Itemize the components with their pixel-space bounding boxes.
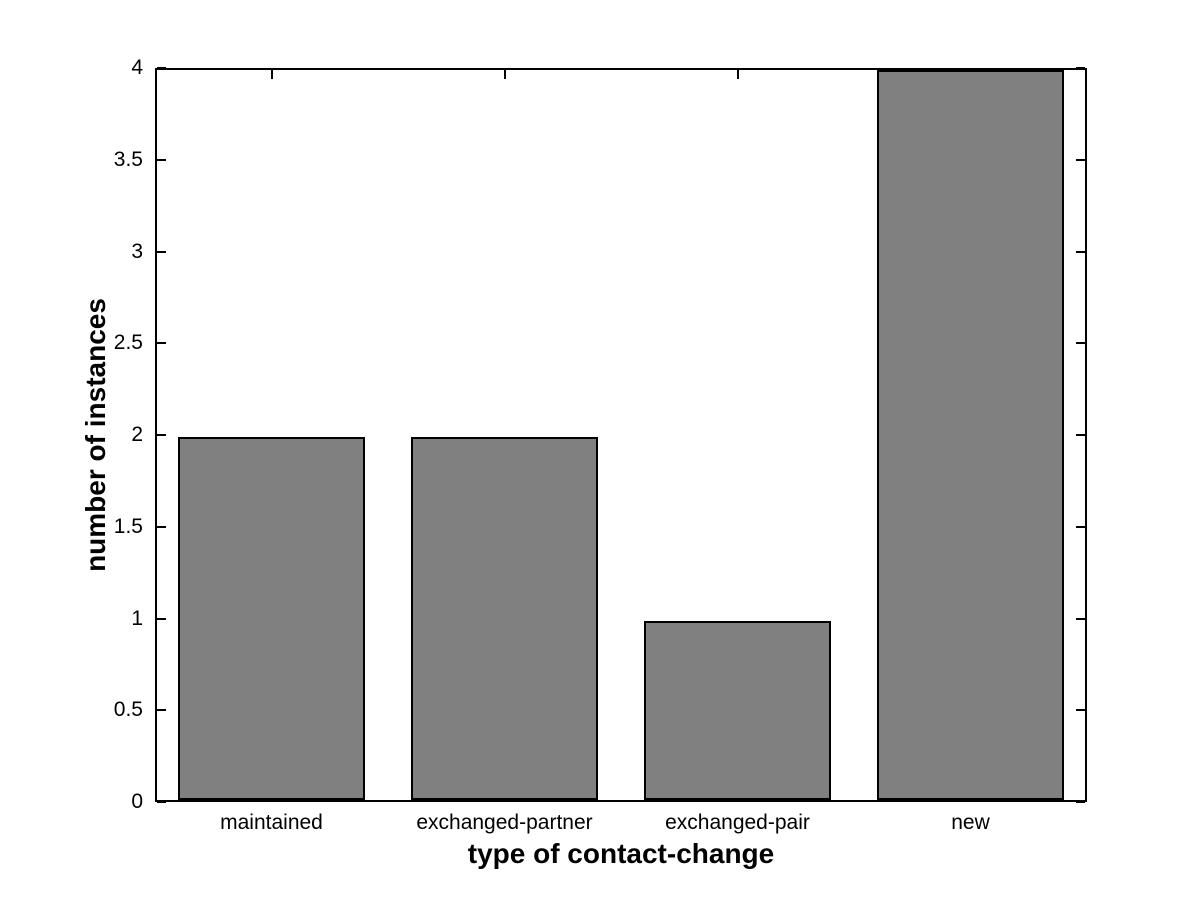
y-tick-label: 4 xyxy=(131,56,143,79)
y-tick-mark-right xyxy=(1076,525,1085,528)
y-tick-label: 1.5 xyxy=(113,514,143,538)
bars-layer xyxy=(157,70,1085,800)
y-tick-mark-left xyxy=(157,434,166,436)
y-tick-mark-right xyxy=(1076,617,1085,620)
y-tick-label: 3 xyxy=(131,239,143,263)
bar-maintained xyxy=(178,437,365,800)
x-tick-mark-top xyxy=(270,70,273,79)
y-tick-mark-left xyxy=(157,525,166,528)
y-tick-mark-right xyxy=(1076,250,1085,253)
y-tick-label: 0 xyxy=(131,790,143,813)
y-tick-label: 3.5 xyxy=(113,147,143,171)
y-tick-mark-right xyxy=(1076,342,1085,345)
y-tick-mark-right xyxy=(1076,709,1085,712)
y-tick-mark-right xyxy=(1076,434,1085,436)
y-tick-mark-left xyxy=(157,801,166,803)
y-tick-label: 0.5 xyxy=(113,698,143,722)
x-tick-label: maintained xyxy=(220,811,323,834)
bar-exchanged-partner xyxy=(411,437,598,800)
bar-exchanged-pair xyxy=(644,620,831,800)
y-tick-label: 1 xyxy=(131,606,143,630)
y-tick-mark-left xyxy=(157,709,166,712)
x-axis-label: type of contact-change xyxy=(467,838,775,869)
y-tick-mark-left xyxy=(157,158,166,161)
y-tick-mark-left xyxy=(157,617,166,620)
y-tick-label: 2 xyxy=(131,423,143,446)
y-tick-mark-right xyxy=(1076,67,1085,69)
x-tick-label: exchanged-partner xyxy=(416,811,593,834)
x-tick-label: exchanged-pair xyxy=(665,811,810,834)
bar-new xyxy=(877,70,1064,800)
y-tick-mark-left xyxy=(157,67,166,69)
y-tick-mark-left xyxy=(157,250,166,253)
x-tick-label: new xyxy=(951,811,990,834)
x-tick-mark-top xyxy=(503,70,506,79)
y-tick-mark-right xyxy=(1076,801,1085,803)
y-axis-label: number of instances xyxy=(80,298,111,572)
plot-area xyxy=(155,67,1087,803)
y-tick-label: 2.5 xyxy=(113,331,143,355)
x-tick-mark-top xyxy=(736,70,739,79)
y-tick-mark-left xyxy=(157,342,166,345)
y-tick-mark-right xyxy=(1076,158,1085,161)
